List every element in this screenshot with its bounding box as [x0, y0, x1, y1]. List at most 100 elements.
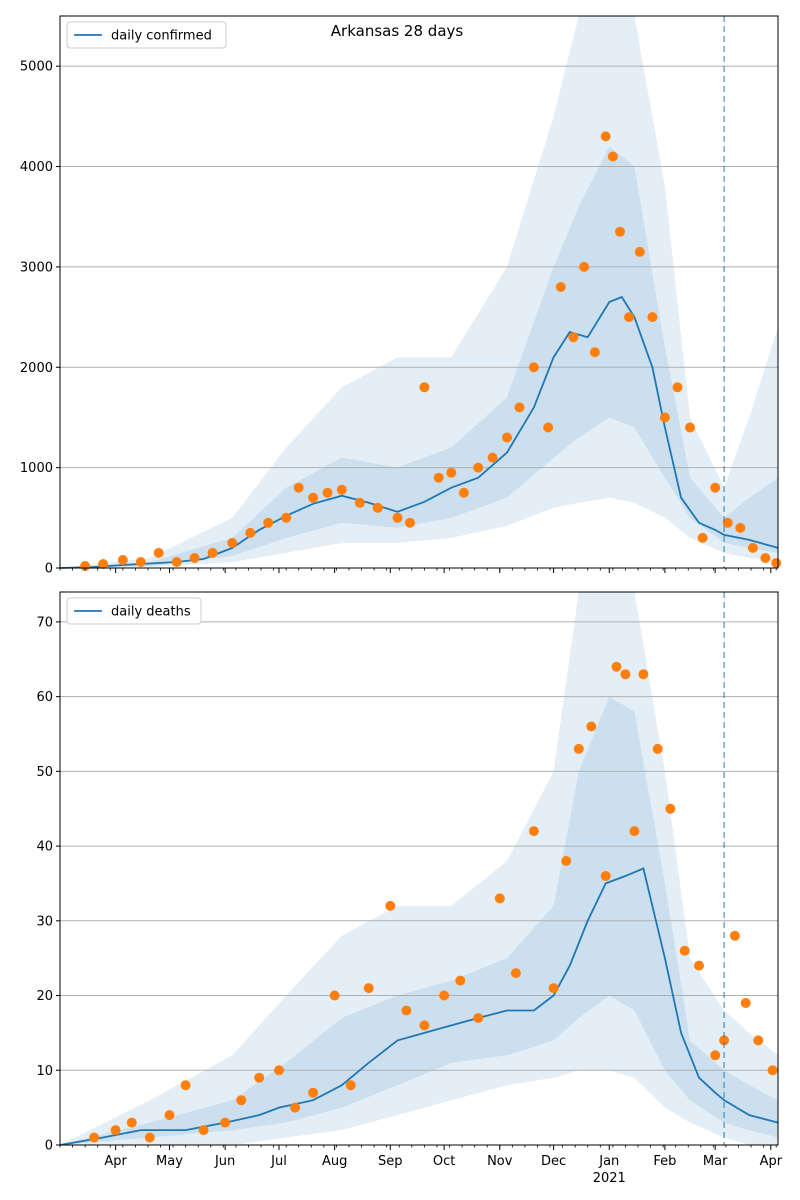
- top-data-point: [771, 558, 782, 568]
- bottom-legend-label: daily deaths: [111, 605, 191, 620]
- top-series-path: [59, 295, 779, 569]
- top-data-point: [207, 547, 218, 558]
- bottom-axes-frame: [59, 591, 779, 1146]
- bottom-legend: daily deaths: [66, 597, 202, 625]
- bot-y-tick-label: 20: [36, 989, 53, 1004]
- bot-data-point: [611, 661, 622, 672]
- bot-band_95: [60, 592, 778, 1145]
- top-legend-label: daily confirmed: [111, 29, 212, 44]
- bot-data-point: [600, 871, 611, 881]
- bottom-y-axis-ticks: 0 10 20 30 40 50 60 70: [36, 615, 60, 1154]
- top-data-point: [473, 462, 484, 473]
- bot-data-point: [164, 1110, 175, 1121]
- x-axis-year-label: 2021: [593, 1171, 626, 1186]
- top-data-point: [672, 382, 683, 393]
- x-tick-label: Oct: [433, 1154, 455, 1169]
- bot-series-path: [59, 867, 779, 1146]
- bot-data-point: [110, 1125, 121, 1136]
- bot-data-point: [329, 990, 340, 1001]
- bot-y-tick-label: 60: [36, 690, 53, 705]
- top-series-line: [59, 295, 779, 569]
- bot-data-point: [180, 1080, 191, 1091]
- top-data-point: [281, 512, 292, 523]
- top-legend-box: [66, 21, 227, 49]
- bot-data-point: [620, 669, 631, 680]
- top-data-point: [245, 527, 256, 538]
- top-data-point: [405, 517, 415, 528]
- bot-data-point: [439, 990, 450, 1001]
- top-y-tick-label: 1000: [20, 461, 53, 476]
- bot-data-point: [679, 945, 690, 956]
- bot-band_68: [60, 696, 778, 1145]
- top-axes-frame: [59, 15, 779, 569]
- top-data-point: [747, 542, 758, 553]
- top-data-point: [293, 482, 304, 493]
- top-data-point: [322, 487, 333, 498]
- top-data-point: [555, 282, 566, 292]
- x-tick-label: Mar: [703, 1154, 728, 1169]
- bot-data-point: [254, 1072, 265, 1083]
- bot-data-point: [419, 1020, 430, 1031]
- bot-data-point: [385, 900, 396, 911]
- bot-data-point: [729, 930, 740, 941]
- bot-data-point: [652, 743, 663, 754]
- x-tick-label: Apr: [104, 1154, 127, 1169]
- bot-data-point: [510, 968, 521, 979]
- bot-data-point: [401, 1005, 412, 1016]
- bot-data-point: [290, 1102, 301, 1113]
- bottom-legend-box: [66, 597, 202, 625]
- top-data-point: [710, 482, 721, 493]
- top-data-point: [354, 497, 365, 508]
- top-data-point: [336, 484, 347, 495]
- bot-data-point: [363, 983, 374, 994]
- top-y-axis-ticks: 0 1000 2000 3000 4000 5000: [20, 60, 60, 577]
- bot-data-point: [665, 803, 676, 814]
- top-bands: [60, 16, 778, 568]
- top-y-tick-label: 0: [45, 562, 53, 577]
- bot-data-point: [455, 975, 466, 986]
- bot-data-point: [236, 1095, 247, 1106]
- bot-data-point: [548, 983, 559, 994]
- bot-data-point: [767, 1065, 778, 1076]
- bot-data-point: [473, 1013, 484, 1023]
- top-y-tick-label: 2000: [20, 361, 53, 376]
- top-data-point: [117, 555, 128, 565]
- top-data-point: [171, 557, 182, 567]
- bot-y-tick-label: 0: [45, 1139, 53, 1154]
- x-tick-label: May: [156, 1154, 183, 1169]
- bot-y-tick-label: 70: [36, 615, 53, 630]
- top-data-point: [607, 151, 618, 162]
- top-data-point: [135, 557, 146, 567]
- bot-data-point: [719, 1035, 730, 1046]
- top-data-point: [433, 472, 444, 483]
- bottom-bands: [60, 592, 778, 1145]
- top-data-point: [227, 537, 238, 548]
- top-data-point: [634, 246, 645, 257]
- top-data-point: [589, 347, 600, 358]
- top-data-point: [502, 432, 512, 443]
- top-data-point: [189, 553, 200, 563]
- top-band_95: [60, 16, 778, 568]
- bot-y-tick-label: 10: [36, 1064, 53, 1079]
- x-tick-label: Jun: [214, 1154, 235, 1169]
- top-data-point: [760, 553, 771, 563]
- top-data-point: [685, 422, 695, 433]
- bottom-scatter-points: [89, 661, 778, 1143]
- top-data-point: [568, 332, 579, 343]
- top-data-point: [697, 532, 708, 543]
- bot-data-point: [220, 1117, 231, 1128]
- top-panel: 0 1000 2000 3000 4000 5000 Arkansas 28 days d…: [20, 15, 782, 577]
- top-data-point: [735, 522, 746, 533]
- top-data-point: [308, 492, 319, 503]
- x-tick-label: Nov: [487, 1154, 513, 1169]
- chart-title: Arkansas 28 days: [331, 22, 464, 40]
- top-data-point: [600, 131, 611, 142]
- top-data-point: [392, 512, 403, 523]
- top-data-point: [446, 467, 457, 478]
- top-data-point: [624, 312, 634, 323]
- top-data-point: [487, 452, 498, 463]
- bot-data-point: [308, 1087, 319, 1098]
- bot-data-point: [710, 1050, 721, 1061]
- bot-data-point: [494, 893, 505, 904]
- bot-data-point: [629, 826, 640, 837]
